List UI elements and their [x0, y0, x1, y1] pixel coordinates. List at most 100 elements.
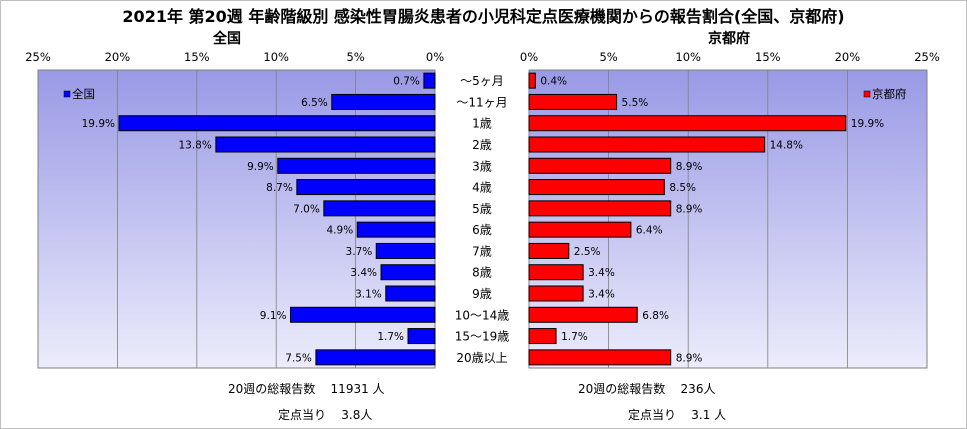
kyoto-data-label: 6.4% [636, 225, 663, 237]
national-data-label: 3.1% [355, 289, 382, 301]
national-per-label: 定点当り [278, 408, 327, 422]
chart-title: 2021年 第20週 年齢階級別 感染性胃腸炎患者の小児科定点医療機関からの報告… [122, 7, 845, 26]
national-data-label: 6.5% [301, 97, 328, 109]
national-bar [315, 349, 436, 366]
kyoto-tick-label: 15% [755, 50, 781, 64]
kyoto-data-label: 0.4% [540, 76, 567, 88]
kyoto-bar [528, 221, 632, 238]
kyoto-bar [528, 115, 847, 132]
kyoto-bar [528, 306, 638, 323]
category-label: ～11ヶ月 [456, 95, 507, 109]
kyoto-bar [528, 264, 584, 281]
national-panel-title: 全国 [212, 30, 241, 47]
national-tick-label: 15% [184, 50, 210, 64]
category-label: ～5ヶ月 [460, 74, 504, 88]
national-bar [380, 264, 436, 281]
national-summary-total: 20週の総報告数 11931 人 [228, 380, 385, 397]
kyoto-data-label: 3.4% [588, 267, 615, 279]
category-label: 2歳 [472, 138, 492, 152]
national-tick-label: 5% [346, 50, 364, 64]
national-data-label: 7.5% [285, 352, 312, 364]
national-bar [375, 242, 436, 259]
kyoto-panel: 0% 5% 10% 15% 20% 25% 京都府 0.4% 5.5% 19.9% 14.8% 8.9… [520, 30, 940, 369]
kyoto-per-value: 3.1 人 [691, 408, 727, 422]
national-data-label: 3.7% [346, 246, 373, 258]
kyoto-bar [528, 136, 766, 153]
category-label: 7歳 [472, 244, 492, 258]
category-label: 1歳 [472, 117, 492, 131]
kyoto-total-label: 20週の総報告数 [578, 382, 666, 396]
national-data-label: 13.8% [178, 140, 211, 152]
category-label: 6歳 [472, 223, 492, 237]
category-label: 3歳 [472, 159, 492, 173]
kyoto-summary-per: 定点当り 3.1 人 [628, 406, 726, 423]
national-data-label: 9.1% [260, 310, 287, 322]
kyoto-data-label: 6.8% [642, 310, 669, 322]
national-bar [356, 221, 436, 238]
kyoto-tick-label: 5% [599, 50, 617, 64]
national-panel: 25% 20% 15% 10% 5% 0% 全国 0.7% 6.5% 19.9% 13.8% 9.9%… [25, 30, 444, 369]
kyoto-data-label: 5.5% [622, 97, 649, 109]
kyoto-plot-area [528, 69, 928, 369]
kyoto-data-label: 14.8% [770, 140, 803, 152]
national-data-label: 19.9% [82, 118, 115, 130]
national-tick-label: 20% [105, 50, 131, 64]
kyoto-bar [528, 93, 618, 110]
kyoto-bar [528, 200, 672, 217]
national-bar [423, 72, 436, 89]
kyoto-data-label: 1.7% [561, 331, 588, 343]
national-bar [289, 306, 436, 323]
national-tick-label: 0% [426, 50, 444, 64]
national-plot-area [37, 69, 436, 369]
kyoto-bar [528, 157, 672, 174]
category-label: 15～19歳 [455, 330, 510, 344]
kyoto-legend-swatch [863, 90, 871, 98]
national-bar [215, 136, 436, 153]
kyoto-bar [528, 242, 570, 259]
kyoto-per-label: 定点当り [628, 408, 677, 422]
national-data-label: 9.9% [247, 161, 274, 173]
kyoto-bar [528, 179, 665, 196]
national-bar [118, 115, 436, 132]
national-legend-swatch [63, 90, 71, 98]
national-bar [331, 93, 436, 110]
kyoto-summary-total: 20週の総報告数 236人 [578, 380, 715, 397]
national-legend-label: 全国 [72, 87, 95, 101]
national-data-label: 3.4% [350, 267, 377, 279]
national-per-value: 3.8人 [341, 408, 373, 422]
national-total-value: 11931 人 [330, 382, 385, 396]
national-bar [407, 328, 436, 345]
category-label: 10～14歳 [455, 308, 510, 322]
category-label: 4歳 [472, 181, 492, 195]
kyoto-tick-label: 20% [835, 50, 861, 64]
national-data-label: 8.7% [266, 182, 293, 194]
national-data-label: 0.7% [393, 76, 420, 88]
kyoto-data-label: 19.9% [851, 118, 884, 130]
kyoto-bar [528, 72, 536, 89]
category-label: 20歳以上 [456, 351, 507, 365]
kyoto-tick-label: 25% [914, 50, 940, 64]
category-label: 8歳 [472, 266, 492, 280]
kyoto-data-label: 8.9% [676, 203, 703, 215]
kyoto-panel-title: 京都府 [708, 30, 750, 47]
national-tick-label: 25% [25, 50, 51, 64]
national-tick-label: 10% [263, 50, 289, 64]
category-label: 5歳 [472, 202, 492, 216]
national-bar [385, 285, 436, 302]
national-bar [323, 200, 436, 217]
kyoto-data-label: 3.4% [588, 289, 615, 301]
kyoto-data-label: 8.9% [676, 161, 703, 173]
kyoto-data-label: 2.5% [574, 246, 601, 258]
kyoto-data-label: 8.9% [676, 352, 703, 364]
national-bar [296, 179, 436, 196]
kyoto-tick-label: 10% [675, 50, 701, 64]
kyoto-data-label: 8.5% [669, 182, 696, 194]
national-bar [277, 157, 436, 174]
national-data-label: 1.7% [377, 331, 404, 343]
category-label: 9歳 [472, 287, 492, 301]
age-category-labels: ～5ヶ月 ～11ヶ月 1歳 2歳 3歳 4歳 5歳 6歳 7歳 8歳 9歳 10～14歳 15～19歳 2… [455, 74, 510, 365]
kyoto-total-value: 236人 [680, 382, 716, 396]
kyoto-bar [528, 328, 557, 345]
kyoto-bar [528, 285, 584, 302]
